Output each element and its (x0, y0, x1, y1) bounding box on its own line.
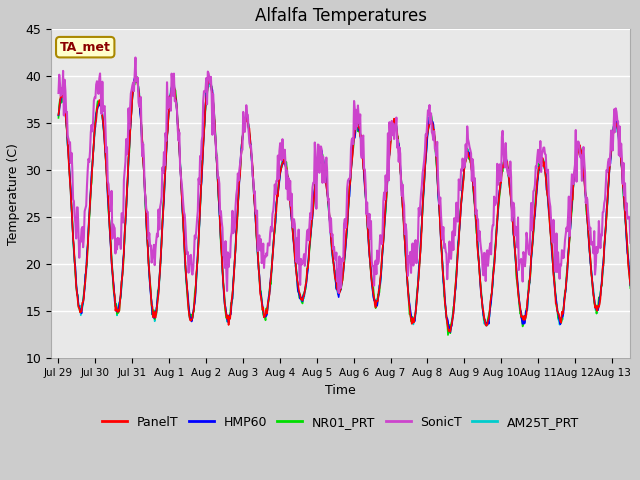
AM25T_PRT (132, 73, 140, 79)
PanelT (57, 92, 65, 98)
SonicT (54, 90, 62, 96)
AM25T_PRT (300, 296, 307, 302)
PanelT (136, 93, 143, 98)
HMP60 (627, 282, 634, 288)
NR01_PRT (132, 70, 140, 76)
AM25T_PRT (467, 156, 474, 162)
NR01_PRT (444, 332, 452, 338)
NR01_PRT (627, 285, 634, 291)
SonicT (467, 147, 474, 153)
NR01_PRT (480, 317, 488, 323)
SonicT (321, 180, 329, 185)
SonicT (132, 55, 140, 60)
Title: Alfalfa Temperatures: Alfalfa Temperatures (255, 7, 427, 25)
AM25T_PRT (447, 327, 454, 333)
PanelT (300, 294, 307, 300)
PanelT (627, 282, 634, 288)
SonicT (627, 240, 634, 246)
HMP60 (132, 74, 140, 80)
PanelT (54, 112, 62, 118)
SonicT (335, 290, 342, 296)
Legend: PanelT, HMP60, NR01_PRT, SonicT, AM25T_PRT: PanelT, HMP60, NR01_PRT, SonicT, AM25T_P… (97, 411, 584, 434)
SonicT (480, 250, 488, 256)
Text: TA_met: TA_met (60, 41, 111, 54)
AM25T_PRT (57, 96, 65, 102)
SonicT (57, 93, 65, 99)
AM25T_PRT (627, 283, 634, 288)
PanelT (447, 329, 454, 335)
HMP60 (480, 314, 488, 320)
NR01_PRT (57, 100, 65, 106)
AM25T_PRT (136, 90, 143, 96)
Y-axis label: Temperature (C): Temperature (C) (7, 143, 20, 245)
AM25T_PRT (480, 321, 488, 326)
HMP60 (136, 94, 143, 100)
PanelT (480, 315, 488, 321)
HMP60 (54, 112, 62, 118)
HMP60 (300, 293, 307, 299)
PanelT (132, 75, 140, 81)
Line: HMP60: HMP60 (58, 77, 630, 332)
NR01_PRT (136, 94, 143, 100)
HMP60 (321, 165, 329, 171)
PanelT (467, 156, 474, 162)
Line: NR01_PRT: NR01_PRT (58, 73, 630, 335)
NR01_PRT (54, 115, 62, 121)
X-axis label: Time: Time (325, 384, 356, 397)
AM25T_PRT (321, 169, 329, 175)
AM25T_PRT (54, 113, 62, 119)
HMP60 (447, 329, 454, 335)
SonicT (300, 258, 307, 264)
NR01_PRT (321, 167, 329, 173)
Line: PanelT: PanelT (58, 78, 630, 332)
SonicT (136, 104, 143, 110)
HMP60 (57, 97, 65, 103)
Line: AM25T_PRT: AM25T_PRT (58, 76, 630, 330)
Line: SonicT: SonicT (58, 58, 630, 293)
NR01_PRT (467, 159, 474, 165)
PanelT (321, 172, 329, 178)
HMP60 (467, 157, 474, 163)
NR01_PRT (300, 291, 307, 297)
